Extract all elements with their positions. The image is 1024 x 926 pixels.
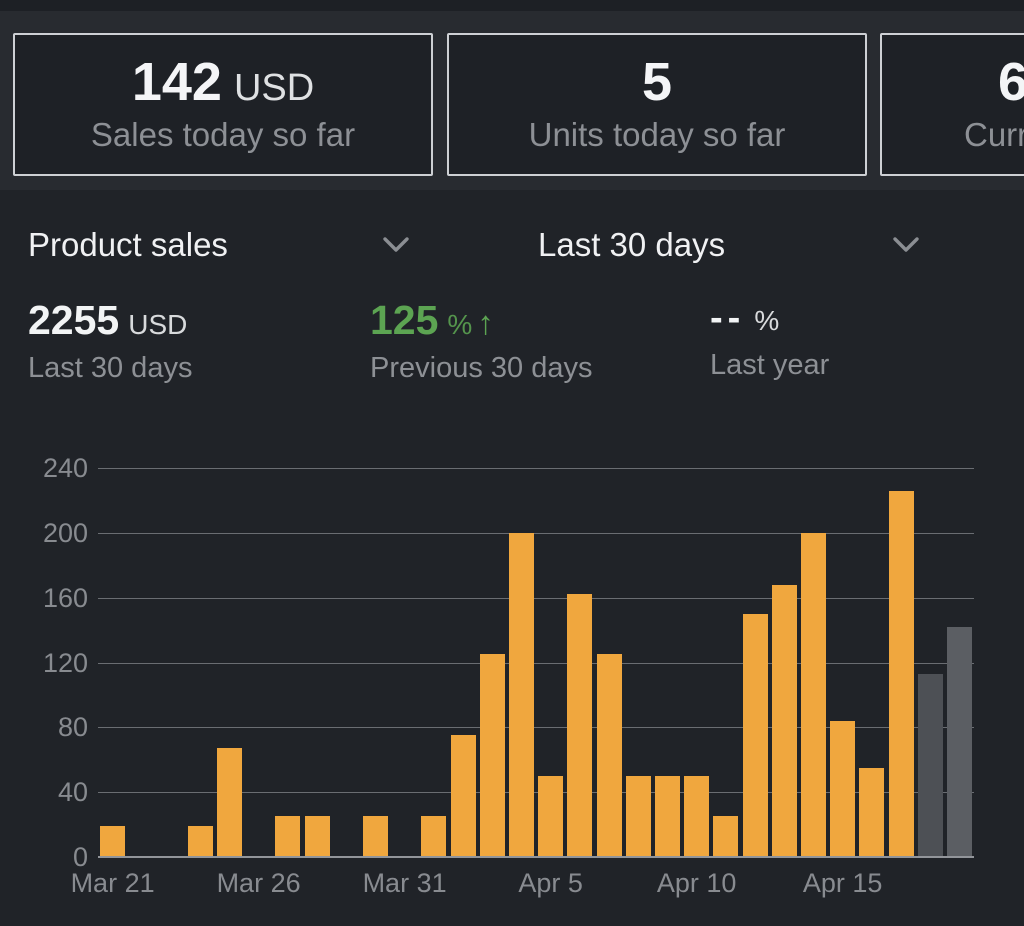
stat-card-current-clipped[interactable]: 6 Curr bbox=[880, 33, 1024, 176]
chart-bar-mar-30[interactable] bbox=[362, 816, 388, 857]
y-tick-label-120: 120 bbox=[42, 647, 88, 678]
stat-value-row: 142 USD bbox=[132, 55, 314, 110]
stat-value-row: 6 bbox=[998, 55, 1024, 110]
x-tick-label-mar-21: Mar 21 bbox=[70, 868, 155, 898]
summary-vs-previous: 125 % ↑ Previous 30 days bbox=[370, 297, 593, 385]
trend-up-arrow-icon: ↑ bbox=[477, 304, 494, 341]
summary-unit: % bbox=[754, 305, 780, 336]
stat-card-units-today[interactable]: 5 Units today so far bbox=[447, 33, 867, 176]
chart-bar-apr-16[interactable] bbox=[859, 767, 885, 857]
chart-bar-apr-12[interactable] bbox=[742, 613, 768, 857]
gridline-200 bbox=[98, 532, 974, 534]
stat-value: 5 bbox=[641, 52, 673, 113]
gridline-160 bbox=[98, 597, 974, 599]
chart-bar-apr-10[interactable] bbox=[684, 775, 710, 857]
y-tick-label-160: 160 bbox=[42, 582, 88, 613]
y-tick-label-40: 40 bbox=[57, 777, 88, 808]
date-range-dropdown[interactable]: Last 30 days bbox=[538, 222, 920, 268]
summary-value: -- bbox=[710, 297, 746, 339]
chart-bar-apr-13[interactable] bbox=[771, 584, 797, 857]
chart-bar-apr-14[interactable] bbox=[800, 532, 826, 857]
chart-bar-mar-27[interactable] bbox=[275, 816, 301, 857]
chart-bar-apr-9[interactable] bbox=[654, 775, 680, 857]
y-tick-label-240: 240 bbox=[42, 453, 88, 483]
chart-bar-apr-5[interactable] bbox=[538, 775, 564, 857]
chart-bar-apr-4[interactable] bbox=[508, 532, 534, 857]
date-range-dropdown-value: Last 30 days bbox=[538, 226, 726, 263]
x-tick-label-mar-31: Mar 31 bbox=[362, 868, 447, 898]
summary-unit: USD bbox=[128, 309, 188, 340]
chart-bar-apr-3[interactable] bbox=[479, 654, 505, 857]
chart-bar-apr-17[interactable] bbox=[888, 490, 914, 857]
stat-card-sales-today[interactable]: 142 USD Sales today so far bbox=[13, 33, 433, 176]
x-tick-label-apr-15: Apr 15 bbox=[802, 868, 883, 898]
chart-bar-apr-11[interactable] bbox=[713, 816, 739, 857]
stat-value-row: 5 bbox=[642, 55, 672, 110]
chart-bar-apr-6[interactable] bbox=[567, 594, 593, 857]
chart-bar-mar-21[interactable] bbox=[100, 826, 126, 857]
chevron-down-icon bbox=[383, 237, 409, 252]
x-tick-label-apr-5: Apr 5 bbox=[518, 868, 583, 898]
chart-bar-apr-7[interactable] bbox=[596, 654, 622, 857]
y-tick-label-80: 80 bbox=[57, 712, 88, 743]
chart-bar-apr-1[interactable] bbox=[421, 816, 447, 857]
stat-unit: USD bbox=[233, 67, 315, 110]
chart-bar-mar-24[interactable] bbox=[187, 826, 213, 857]
gridline-120 bbox=[98, 662, 974, 664]
stat-value: 142 bbox=[131, 52, 222, 113]
stat-label: Curr bbox=[964, 115, 1024, 153]
stat-label: Sales today so far bbox=[90, 115, 356, 153]
summary-label: Last 30 days bbox=[28, 352, 193, 385]
stat-value: 6 bbox=[998, 52, 1024, 113]
metric-dropdown[interactable]: Product sales bbox=[28, 222, 410, 268]
chart-bar-mar-28[interactable] bbox=[304, 816, 330, 857]
chart-bar-apr-2[interactable] bbox=[450, 735, 476, 857]
stat-label: Units today so far bbox=[528, 115, 786, 153]
summary-label: Previous 30 days bbox=[370, 352, 593, 385]
top-strip bbox=[0, 0, 1024, 11]
summary-unit: % bbox=[447, 309, 473, 340]
summary-vs-last-year: -- % Last year bbox=[710, 297, 830, 382]
chevron-down-icon bbox=[893, 237, 919, 252]
metric-dropdown-value: Product sales bbox=[28, 226, 228, 263]
y-tick-label-0: 0 bbox=[72, 842, 88, 872]
chart-bar-apr-8[interactable] bbox=[625, 775, 651, 857]
y-tick-label-200: 200 bbox=[42, 517, 88, 548]
summary-value: 125 bbox=[370, 297, 439, 343]
chart-bar-mar-25[interactable] bbox=[216, 748, 242, 857]
summary-value: 2255 bbox=[28, 297, 120, 343]
x-tick-label-mar-26: Mar 26 bbox=[216, 868, 301, 898]
chart-bar-apr-18[interactable] bbox=[917, 673, 943, 857]
summary-label: Last year bbox=[710, 348, 830, 381]
chart-bar-apr-15[interactable] bbox=[830, 720, 856, 857]
x-tick-label-apr-10: Apr 10 bbox=[656, 868, 737, 898]
gridline-240 bbox=[98, 468, 974, 469]
summary-current-period: 2255 USD Last 30 days bbox=[28, 297, 193, 385]
stat-cards-row: 142 USD Sales today so far 5 Units today… bbox=[0, 11, 1024, 190]
chart-bar-apr-19[interactable] bbox=[946, 626, 972, 857]
